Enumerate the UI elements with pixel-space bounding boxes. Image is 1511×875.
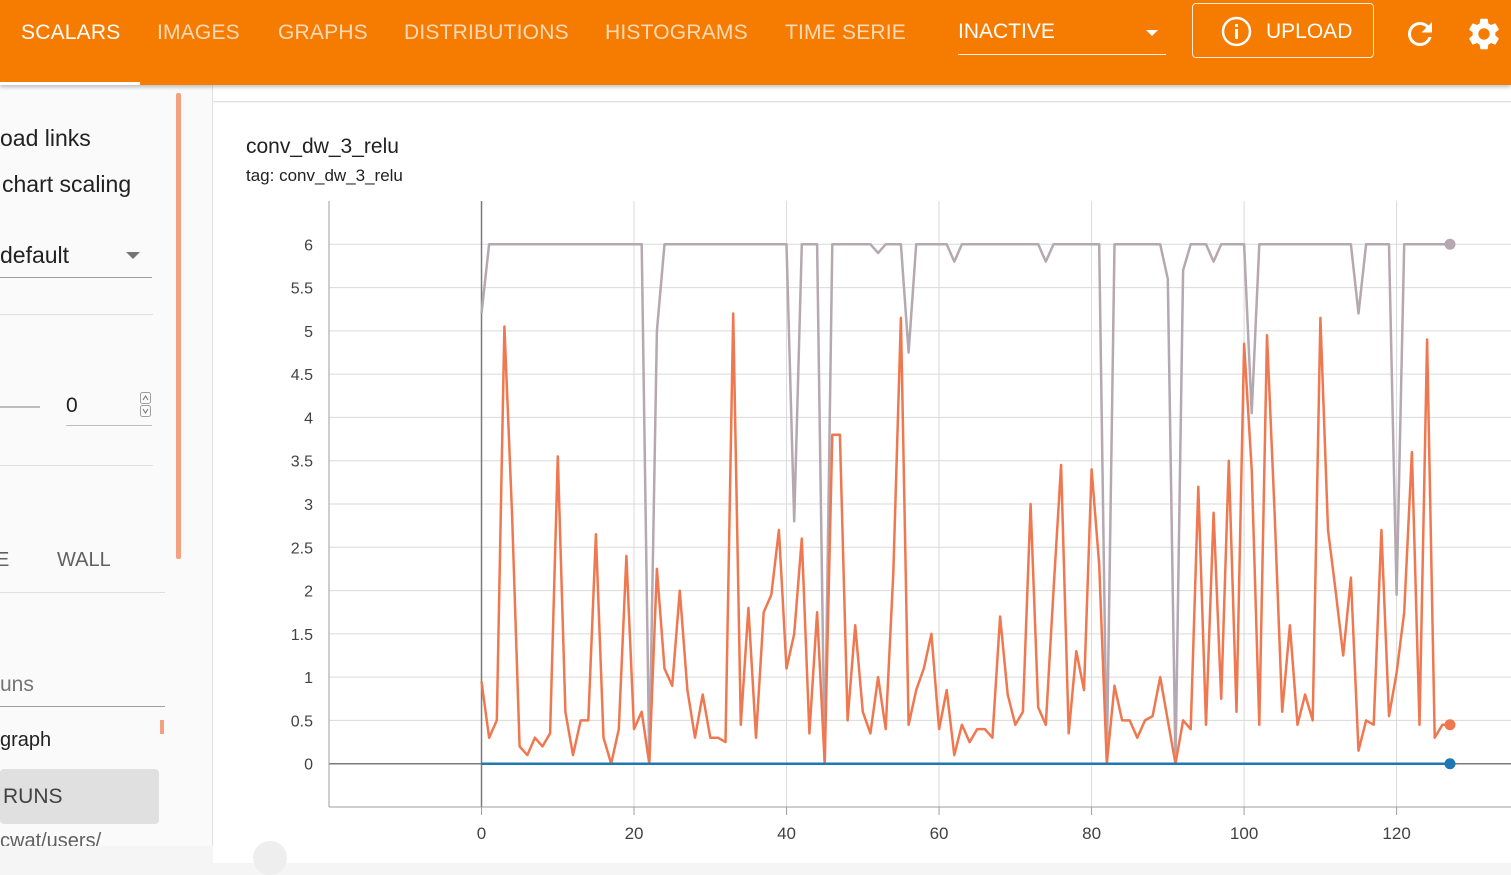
ignore-outliers-label[interactable]: chart scaling [2,171,132,197]
y-tick-label: 5 [304,324,313,341]
y-tick-label: 3 [304,497,313,514]
main-content: conv_dw_3_relu tag: conv_dw_3_relu 6 5.5 5… [213,85,1511,875]
log-directory-path: cwat/users/ [0,830,102,846]
divider [0,465,153,466]
card-tag: tag: conv_dw_3_relu [246,166,403,185]
toggle-all-runs-button[interactable]: RUNS [0,769,159,824]
scalar-chart-card: conv_dw_3_relu tag: conv_dw_3_relu 6 5.5 5… [213,103,1511,875]
tooltip-sorting-select[interactable]: default [0,233,152,278]
x-axis-relative-option[interactable]: E [0,549,9,572]
sidebar-scrollbar[interactable] [176,93,181,559]
x-tick-label: 40 [777,824,796,843]
series-end-point-2 [1444,758,1456,770]
y-tick-label: 6 [304,237,313,254]
tab-scalars[interactable]: SCALARS [0,0,141,85]
toggle-runs-label: RUNS [3,785,63,808]
tooltip-sorting-value: default [0,242,70,268]
divider [0,592,165,593]
upload-label: UPLOAD [1266,20,1353,43]
refresh-icon [1407,21,1432,46]
y-tick-label: 5.5 [291,281,313,298]
x-tick-label: 0 [477,824,486,843]
y-tick-label: 2.5 [291,540,313,557]
previous-card-edge [213,85,1511,102]
x-axis-wall-option[interactable]: WALL [57,549,111,571]
smoothing-slider[interactable] [0,406,40,408]
series-end-point-0 [1444,238,1456,250]
spinner-arrows-icon[interactable] [140,392,151,418]
x-tick-label: 60 [930,824,949,843]
tab-graphs[interactable]: GRAPHS [278,21,368,44]
y-tick-label: 2 [304,584,313,601]
show-download-links-checkbox-label[interactable]: oad links [0,125,91,151]
y-tick-label: 3.5 [291,454,313,471]
y-tick-label: 0.5 [291,713,313,730]
x-tick-label: 80 [1082,824,1101,843]
expand-chart-button[interactable] [253,841,287,875]
run-item-graph[interactable]: graph [0,729,52,751]
x-tick-label: 20 [625,824,644,843]
x-tick-label: 120 [1382,824,1410,843]
series-end-point-1 [1444,719,1456,731]
y-tick-label: 1 [304,670,313,687]
gear-icon [1469,18,1499,50]
filter-runs-placeholder: uns [0,673,34,696]
inactive-select-label: INACTIVE [958,20,1055,43]
run-color-swatch[interactable] [160,720,164,734]
divider [0,314,153,315]
y-tick-label: 1.5 [291,627,313,644]
tab-time-series[interactable]: TIME SERIE [785,21,907,44]
smoothing-input[interactable]: 0 [66,385,152,426]
info-circle-icon [1221,16,1252,47]
y-tick-label: 0 [304,757,313,774]
line-chart[interactable]: 6 5.5 5 4.5 4 3.5 3 2.5 2 1.5 1 0.5 0 0 20 40 60 80 100 120 [213,103,1511,863]
y-tick-label: 4 [304,410,313,427]
top-app-bar: SCALARS IMAGES GRAPHS DISTRIBUTIONS HIST… [0,0,1511,85]
x-tick-label: 100 [1230,824,1258,843]
refresh-button[interactable] [1402,16,1438,57]
series-line-0 [480,243,1450,765]
settings-button[interactable] [1465,15,1503,58]
card-title: conv_dw_3_relu [246,135,399,158]
y-tick-label: 4.5 [291,367,313,384]
chevron-down-icon [1146,30,1158,36]
tab-distributions[interactable]: DISTRIBUTIONS [404,21,569,44]
upload-button[interactable]: UPLOAD [1192,3,1374,58]
tab-histograms[interactable]: HISTOGRAMS [605,21,748,44]
inactive-dashboard-select[interactable]: INACTIVE [958,12,1166,55]
sidebar: oad links chart scaling default 0 E WALL… [0,85,213,846]
smoothing-value: 0 [66,394,78,417]
tab-images[interactable]: IMAGES [157,21,240,44]
chevron-down-icon [126,252,140,259]
filter-runs-input[interactable]: uns [0,660,165,707]
series-line-1 [480,312,1450,765]
